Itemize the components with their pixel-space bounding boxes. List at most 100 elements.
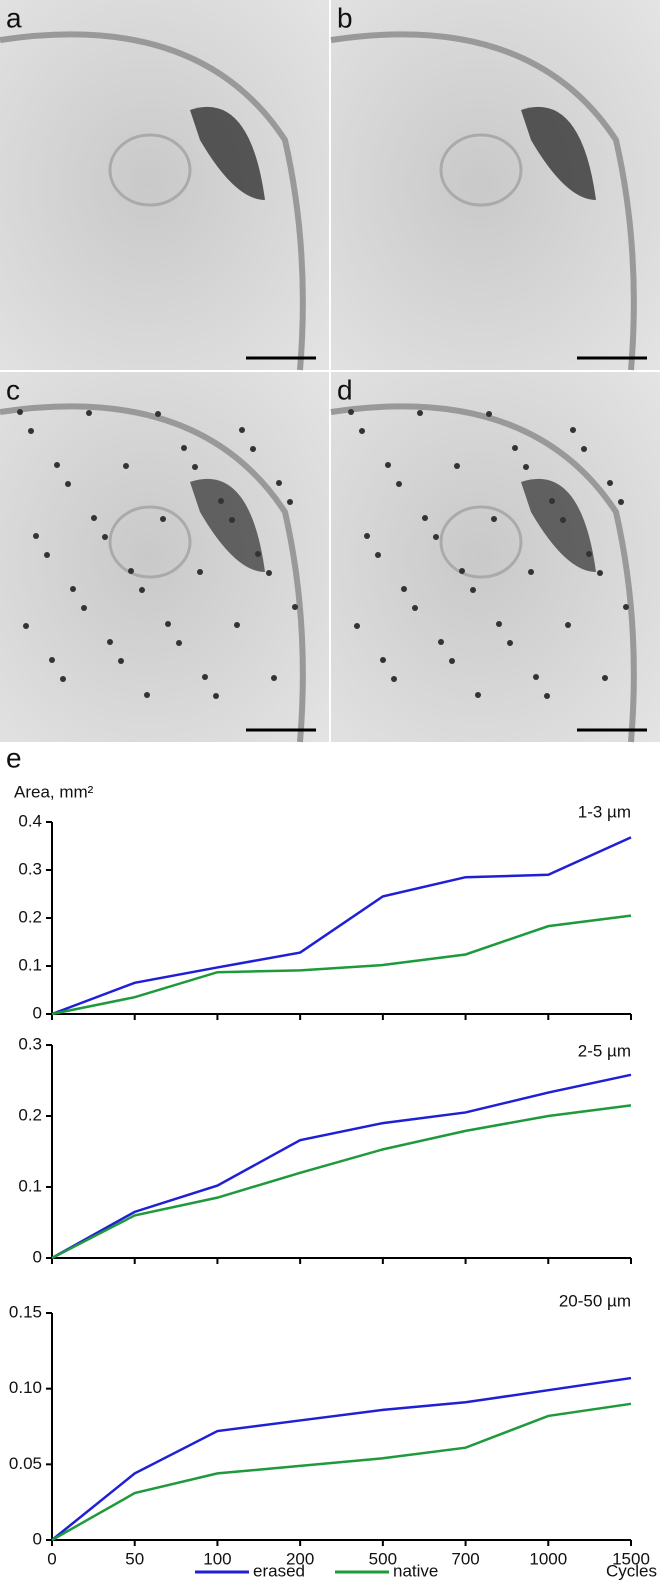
particle xyxy=(417,410,423,416)
y-axis-label: Area, mm² xyxy=(14,782,94,801)
x-tick-label: 200 xyxy=(286,1549,314,1568)
panel-label: b xyxy=(337,2,353,33)
particle xyxy=(491,516,497,522)
particle xyxy=(28,428,34,434)
y-tick-label: 0.2 xyxy=(18,907,42,926)
specimen-outline xyxy=(0,31,306,371)
series-line xyxy=(51,1376,632,1541)
particle xyxy=(449,658,455,664)
particle xyxy=(602,675,608,681)
particle xyxy=(44,552,50,558)
image-panel: c xyxy=(0,372,329,743)
particle xyxy=(496,621,502,627)
y-tick-label: 0.3 xyxy=(18,859,42,878)
dark-region xyxy=(190,106,265,200)
particle xyxy=(239,427,245,433)
particle xyxy=(618,499,624,505)
series-line xyxy=(51,914,632,1016)
particle xyxy=(33,533,39,539)
x-tick-label: 700 xyxy=(451,1549,479,1568)
particle xyxy=(586,551,592,557)
particle xyxy=(512,445,518,451)
particle xyxy=(287,499,293,505)
panel-subtitle: 2-5 µm xyxy=(578,1041,631,1060)
series-line xyxy=(51,1104,632,1260)
particle xyxy=(54,462,60,468)
particle xyxy=(348,409,354,415)
x-tick-label: 50 xyxy=(125,1549,144,1568)
particle xyxy=(213,693,219,699)
particle xyxy=(176,640,182,646)
particle xyxy=(102,534,108,540)
image-panels: a b c d xyxy=(0,0,660,743)
particle xyxy=(375,552,381,558)
particle xyxy=(123,463,129,469)
particle xyxy=(276,480,282,486)
legend-label: erased xyxy=(253,1561,305,1580)
dark-region xyxy=(521,478,596,572)
particle xyxy=(49,657,55,663)
y-tick-label: 0.1 xyxy=(18,955,42,974)
y-tick-label: 0 xyxy=(33,1003,42,1022)
specimen-outline xyxy=(330,403,637,743)
particle xyxy=(565,622,571,628)
y-tick-label: 0.15 xyxy=(9,1302,42,1321)
particle xyxy=(549,498,555,504)
x-tick-label: 100 xyxy=(203,1549,231,1568)
particle xyxy=(271,675,277,681)
y-tick-label: 0.1 xyxy=(18,1176,42,1195)
particle xyxy=(160,516,166,522)
panel-subtitle: 20-50 µm xyxy=(559,1291,631,1310)
particle xyxy=(364,533,370,539)
image-panel: a xyxy=(0,0,329,371)
series-line xyxy=(51,1402,632,1542)
panel-label: a xyxy=(6,2,22,33)
particle xyxy=(533,674,539,680)
x-tick-label: 1500 xyxy=(612,1549,650,1568)
series-line xyxy=(51,836,632,1016)
particle xyxy=(218,498,224,504)
panel-subtitle: 1-3 µm xyxy=(578,802,631,821)
y-tick-label: 0.05 xyxy=(9,1454,42,1473)
particle xyxy=(86,410,92,416)
particle xyxy=(202,674,208,680)
y-tick-label: 0.3 xyxy=(18,1034,42,1053)
particle xyxy=(385,462,391,468)
particle xyxy=(17,409,23,415)
x-tick-label: 500 xyxy=(369,1549,397,1568)
series-line xyxy=(51,1073,632,1260)
specimen-feature xyxy=(439,505,523,579)
y-tick-label: 0 xyxy=(33,1529,42,1548)
particle xyxy=(197,569,203,575)
particle xyxy=(65,481,71,487)
particle xyxy=(396,481,402,487)
particle xyxy=(486,411,492,417)
particle xyxy=(91,515,97,521)
particle xyxy=(118,658,124,664)
particle xyxy=(422,515,428,521)
particle xyxy=(354,623,360,629)
specimen-outline xyxy=(330,31,637,371)
specimen-feature xyxy=(439,133,523,207)
particle xyxy=(107,639,113,645)
particle xyxy=(255,551,261,557)
particle xyxy=(165,621,171,627)
micrograph xyxy=(331,0,660,370)
particle xyxy=(250,446,256,452)
panel-label: c xyxy=(6,374,20,405)
particle xyxy=(81,605,87,611)
particle xyxy=(459,568,465,574)
micrograph xyxy=(0,372,329,742)
particle xyxy=(359,428,365,434)
particle xyxy=(155,411,161,417)
figure-label: e xyxy=(6,742,22,773)
panel-label: d xyxy=(337,374,353,405)
specimen-feature xyxy=(108,133,192,207)
particle xyxy=(266,570,272,576)
micrograph xyxy=(0,0,329,370)
particle xyxy=(229,517,235,523)
particle xyxy=(470,587,476,593)
y-tick-label: 0.2 xyxy=(18,1105,42,1124)
particle xyxy=(192,464,198,470)
particle xyxy=(144,692,150,698)
